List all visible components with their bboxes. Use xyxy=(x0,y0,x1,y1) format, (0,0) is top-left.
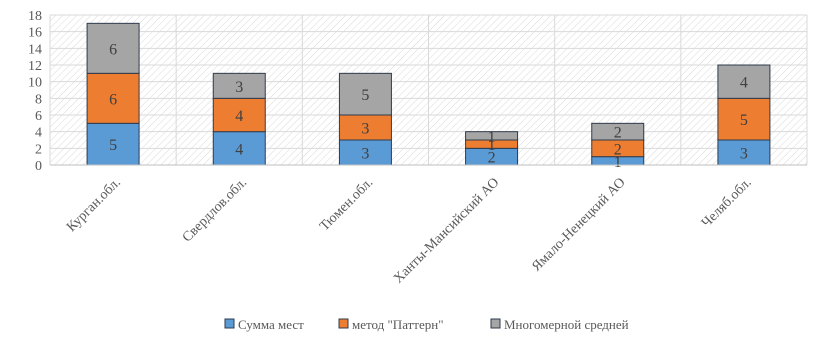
data-label: 3 xyxy=(235,79,243,96)
data-label: 3 xyxy=(361,121,369,138)
x-tick-label: Ханты-Мансийский АО xyxy=(391,175,502,286)
bar-segment xyxy=(212,97,266,133)
x-tick-label: Челяб.обл. xyxy=(699,175,755,231)
data-label: 1 xyxy=(614,154,622,171)
legend-swatch xyxy=(490,318,501,329)
data-label: 2 xyxy=(614,141,622,158)
bar-segment xyxy=(212,72,266,99)
x-tick-label: Курган.обл. xyxy=(64,175,124,235)
x-tick-label: Тюмен.обл. xyxy=(317,175,376,234)
data-label: 3 xyxy=(740,146,748,163)
gridlines xyxy=(49,14,808,166)
y-tick-label: 2 xyxy=(35,142,42,157)
y-tick-label: 16 xyxy=(28,26,42,41)
y-tick-label: 14 xyxy=(28,42,42,57)
x-tick-label: Свердлов.обл. xyxy=(180,175,250,245)
data-label: 6 xyxy=(109,91,117,108)
bar-segment xyxy=(717,97,771,141)
bar-segment xyxy=(338,72,392,116)
legend-label: Многомерной средней xyxy=(504,317,629,332)
bar-segment xyxy=(86,22,140,74)
y-tick-label: 18 xyxy=(28,9,42,24)
legend-label: метод "Паттерн" xyxy=(352,317,444,332)
data-label: 6 xyxy=(109,41,117,58)
bar-segment xyxy=(717,139,771,166)
bar-segment xyxy=(591,122,645,141)
bar-segment xyxy=(465,131,519,141)
legend-swatch xyxy=(224,318,235,329)
data-label: 5 xyxy=(740,112,748,129)
data-label: 1 xyxy=(488,137,496,154)
data-label: 2 xyxy=(488,150,496,167)
data-label: 5 xyxy=(361,87,369,104)
bar-segment xyxy=(717,64,771,99)
bar-segment xyxy=(86,72,140,124)
data-label: 4 xyxy=(235,141,243,158)
y-tick-label: 8 xyxy=(35,92,42,107)
bar-segment xyxy=(86,122,140,166)
bar-segment xyxy=(338,114,392,141)
data-label: 4 xyxy=(740,75,748,92)
y-tick-label: 6 xyxy=(35,109,42,124)
data-label: 1 xyxy=(488,129,496,146)
data-label: 2 xyxy=(614,125,622,142)
y-tick-label: 0 xyxy=(35,159,42,174)
legend-swatch xyxy=(338,318,349,329)
y-tick-label: 12 xyxy=(28,59,42,74)
legend: Сумма мест метод "Паттерн" Многомерной сре… xyxy=(224,317,629,332)
x-tick-label: Ямало-Ненецкий АО xyxy=(529,175,628,274)
data-label: 4 xyxy=(235,108,243,125)
x-axis: Курган.обл. Свердлов.обл. Тюмен.обл. Ханты-… xyxy=(50,164,807,287)
data-label: 3 xyxy=(361,146,369,163)
data-label: 5 xyxy=(109,137,117,154)
y-tick-label: 4 xyxy=(35,126,42,141)
legend-label: Сумма мест xyxy=(238,317,304,332)
y-tick-label: 10 xyxy=(28,76,42,91)
